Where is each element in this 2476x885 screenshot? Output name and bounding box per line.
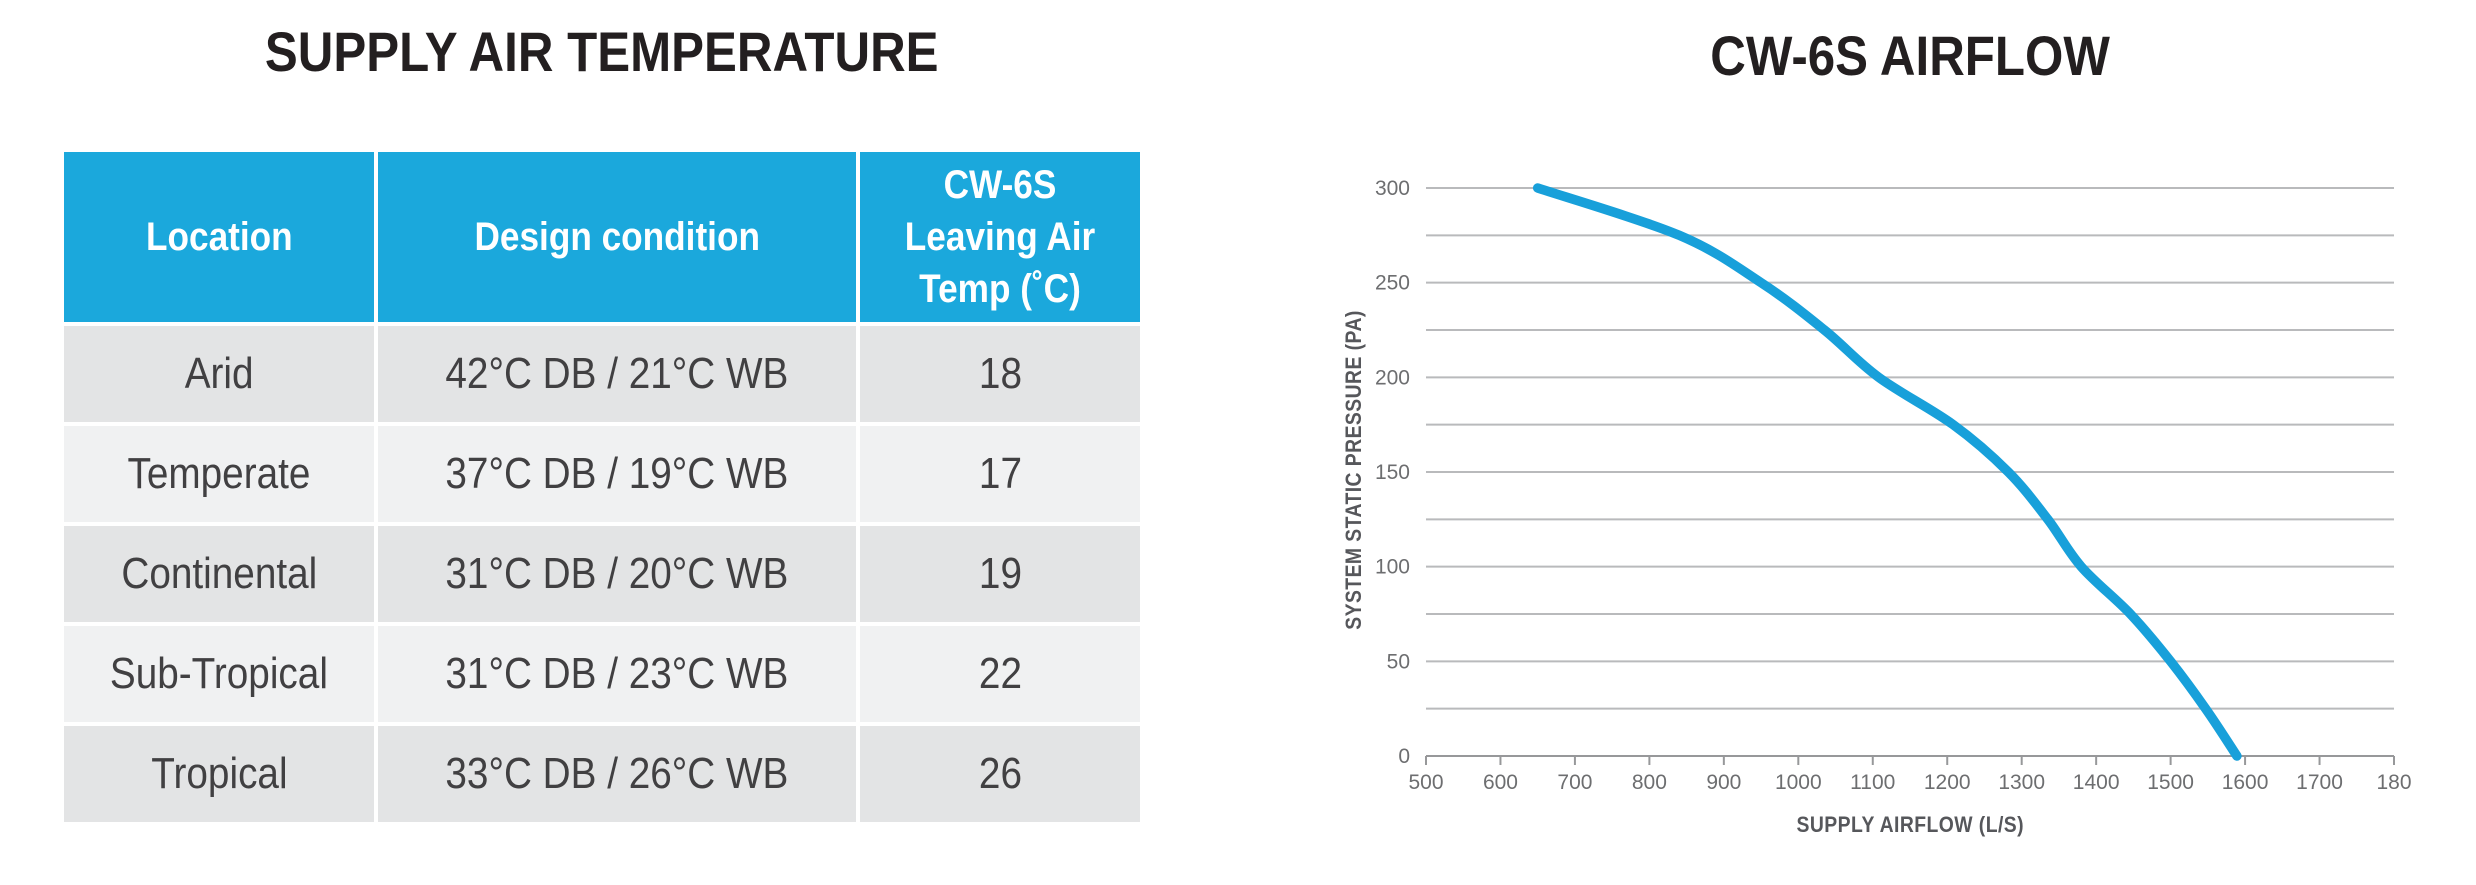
y-tick-label: 150: [1375, 461, 1410, 484]
y-tick-label: 100: [1375, 556, 1410, 579]
x-tick-label: 700: [1557, 771, 1592, 794]
chart-title: CW-6S AIRFLOW: [1426, 28, 2394, 84]
cell-condition-2: 31°C DB / 20°C WB: [378, 526, 856, 622]
cell-temp-1: 17: [860, 426, 1140, 522]
x-tick-label: 180: [2376, 771, 2411, 794]
cell-condition-4: 33°C DB / 26°C WB: [378, 726, 856, 822]
x-tick-label: 800: [1632, 771, 1667, 794]
x-tick-label: 1200: [1924, 771, 1971, 794]
fan-curve: [1532, 183, 2242, 761]
supply-air-table: Location Design condition CW-6S Leaving …: [64, 152, 1140, 822]
x-tick-label: 1500: [2147, 771, 2194, 794]
x-tick-label: 1100: [1850, 771, 1895, 794]
cell-location-4: Tropical: [64, 726, 374, 822]
y-tick-label: 50: [1387, 650, 1410, 673]
column-header-leaving-air-temp: CW-6S Leaving Air Temp (˚C): [860, 152, 1140, 322]
cell-condition-1: 37°C DB / 19°C WB: [378, 426, 856, 522]
x-tick-label: 1600: [2222, 771, 2269, 794]
cell-temp-4: 26: [860, 726, 1140, 822]
x-tick-label: 900: [1706, 771, 1741, 794]
y-axis-title: SYSTEM STATIC PRESSURE (PA): [1341, 310, 1366, 630]
x-axis-title: SUPPLY AIRFLOW (L/S): [1796, 812, 2024, 837]
table-section-title-text: SUPPLY AIR TEMPERATURE: [265, 20, 939, 83]
cell-temp-2: 19: [860, 526, 1140, 622]
cell-location-1: Temperate: [64, 426, 374, 522]
chart-title-text: CW-6S AIRFLOW: [1710, 24, 2110, 87]
x-tick-label: 1700: [2296, 771, 2343, 794]
cell-condition-0: 42°C DB / 21°C WB: [378, 326, 856, 422]
x-tick-label: 500: [1408, 771, 1443, 794]
cell-temp-3: 22: [860, 626, 1140, 722]
table-section-title: SUPPLY AIR TEMPERATURE: [64, 24, 1140, 80]
y-tick-label: 300: [1375, 177, 1410, 200]
x-tick-label: 1400: [2073, 771, 2120, 794]
column-header-location: Location: [64, 152, 374, 322]
y-tick-label: 200: [1375, 366, 1410, 389]
x-tick-label: 600: [1483, 771, 1518, 794]
x-tick-label: 1300: [1998, 771, 2045, 794]
column-header-design-condition: Design condition: [378, 152, 856, 322]
y-tick-label: 0: [1398, 745, 1410, 768]
y-tick-label: 250: [1375, 272, 1410, 295]
airflow-plot: 500 600 700 800 900 1000 1100 1200 1300 1400 1500 1…: [1375, 177, 2412, 794]
cell-location-3: Sub-Tropical: [64, 626, 374, 722]
cell-condition-3: 31°C DB / 23°C WB: [378, 626, 856, 722]
cell-temp-0: 18: [860, 326, 1140, 422]
cell-location-0: Arid: [64, 326, 374, 422]
cell-location-2: Continental: [64, 526, 374, 622]
x-tick-label: 1000: [1775, 771, 1822, 794]
